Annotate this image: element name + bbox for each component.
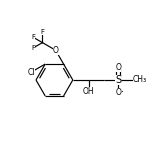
Text: OH: OH xyxy=(83,88,95,97)
Text: S: S xyxy=(115,75,121,85)
Text: F: F xyxy=(40,29,44,35)
Text: O: O xyxy=(116,88,121,97)
Text: CH₃: CH₃ xyxy=(133,76,147,85)
Text: F: F xyxy=(31,45,35,51)
Text: ·: · xyxy=(121,87,124,97)
Text: Cl: Cl xyxy=(28,68,35,77)
Text: F: F xyxy=(31,34,35,40)
Text: O: O xyxy=(116,63,121,72)
Text: O: O xyxy=(53,46,59,55)
